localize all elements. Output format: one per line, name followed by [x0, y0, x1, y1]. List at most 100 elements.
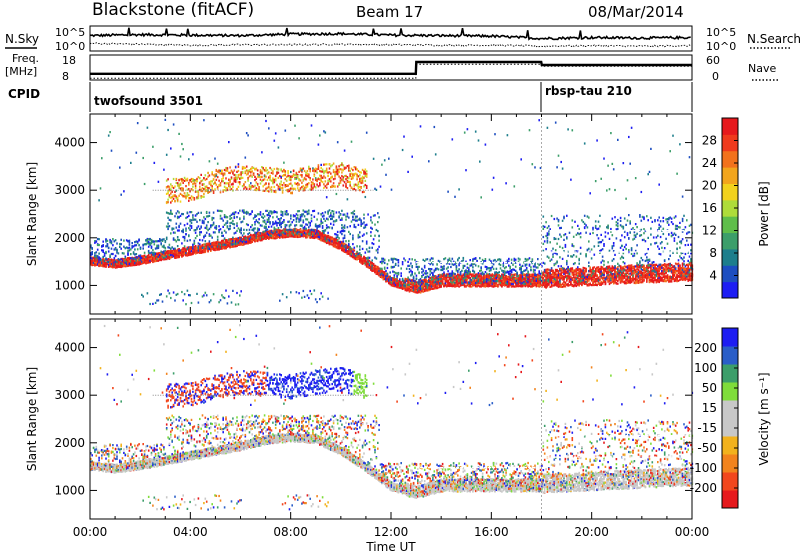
cpid-panel: CPID twofsound 3501 rbsp-tau 210 [8, 82, 692, 112]
range-cell [137, 261, 139, 263]
range-cell [177, 249, 179, 251]
range-cell [97, 255, 99, 257]
range-cell [196, 196, 198, 198]
range-cell [108, 261, 110, 263]
range-cell [185, 303, 187, 305]
range-cell [187, 192, 189, 194]
range-cell [188, 200, 190, 202]
range-cell [162, 239, 164, 241]
range-cell [189, 294, 191, 296]
range-cell [173, 248, 175, 250]
range-cell [130, 263, 132, 265]
range-cell [181, 242, 183, 244]
range-cell [166, 255, 168, 257]
range-cell [102, 264, 104, 266]
nsearch-tick-bottom: 10^0 [706, 40, 736, 53]
range-cell [198, 192, 200, 194]
cpid-segment-1: twofsound 3501 [94, 94, 203, 108]
range-cell [151, 252, 153, 254]
range-cell [195, 232, 197, 234]
range-cell [173, 123, 175, 125]
range-cell [123, 240, 125, 242]
range-cell [187, 212, 189, 214]
range-cell [188, 158, 190, 160]
range-cell [155, 240, 157, 242]
range-cell [91, 260, 93, 262]
series-nsearch [90, 43, 691, 47]
range-cell [174, 248, 176, 250]
range-cell [142, 157, 144, 159]
range-cell [185, 197, 187, 199]
range-cell [105, 245, 107, 247]
range-cell [199, 177, 201, 179]
range-cell [176, 178, 178, 180]
range-cell [163, 238, 165, 240]
range-cell [188, 194, 190, 196]
range-cell [182, 236, 184, 238]
range-cell [144, 183, 146, 185]
range-cell [171, 196, 173, 198]
range-cell [133, 251, 135, 253]
range-cell [97, 261, 99, 263]
range-cell [192, 217, 194, 219]
range-cell [154, 243, 156, 245]
range-cell [170, 297, 172, 299]
range-cell [123, 258, 125, 260]
nsky-label: N.Sky [5, 32, 39, 46]
range-cell [182, 182, 184, 184]
range-cell [196, 248, 198, 250]
range-cell [112, 262, 114, 264]
range-cell [199, 246, 201, 248]
range-cell [180, 178, 182, 180]
range-cell [147, 292, 149, 294]
range-cell [195, 250, 197, 252]
range-cell [174, 232, 176, 234]
range-cell [177, 251, 179, 253]
range-cell [102, 251, 104, 253]
range-cell [178, 216, 180, 218]
nsky-tick-top: 10^5 [55, 26, 85, 39]
range-cell [167, 201, 169, 203]
range-cell [191, 250, 193, 252]
range-cell [176, 196, 178, 198]
range-cell [158, 181, 160, 183]
range-cell [166, 237, 168, 239]
range-cell [178, 179, 180, 181]
range-cell [178, 229, 180, 231]
range-cell [105, 263, 107, 265]
range-cell [118, 265, 120, 267]
range-cell [104, 265, 106, 267]
range-cell [144, 243, 146, 245]
range-cell [182, 148, 184, 150]
range-cell [129, 244, 131, 246]
range-cell [149, 303, 151, 305]
range-cell [192, 178, 194, 180]
range-cell [195, 219, 197, 221]
range-cell [136, 264, 138, 266]
range-cell [163, 257, 165, 259]
range-cell [144, 255, 146, 257]
range-cell [185, 230, 187, 232]
range-cell [123, 263, 125, 265]
range-cell [137, 263, 139, 265]
range-cell [182, 188, 184, 190]
range-cell [134, 248, 136, 250]
range-cell [152, 261, 154, 263]
range-cell [130, 253, 132, 255]
range-cell [160, 293, 162, 295]
range-cell [127, 247, 129, 249]
range-cell [185, 254, 187, 256]
range-cell [195, 191, 197, 193]
range-cell [189, 253, 191, 255]
range-cell [159, 239, 161, 241]
range-cell [158, 247, 160, 249]
range-cell [136, 256, 138, 258]
range-cell [194, 240, 196, 242]
range-cell [138, 239, 140, 241]
range-cell [125, 260, 127, 262]
range-cell [105, 240, 107, 242]
range-cell [177, 293, 179, 295]
range-cell [152, 303, 154, 305]
range-cell [191, 302, 193, 304]
range-cell [191, 195, 193, 197]
